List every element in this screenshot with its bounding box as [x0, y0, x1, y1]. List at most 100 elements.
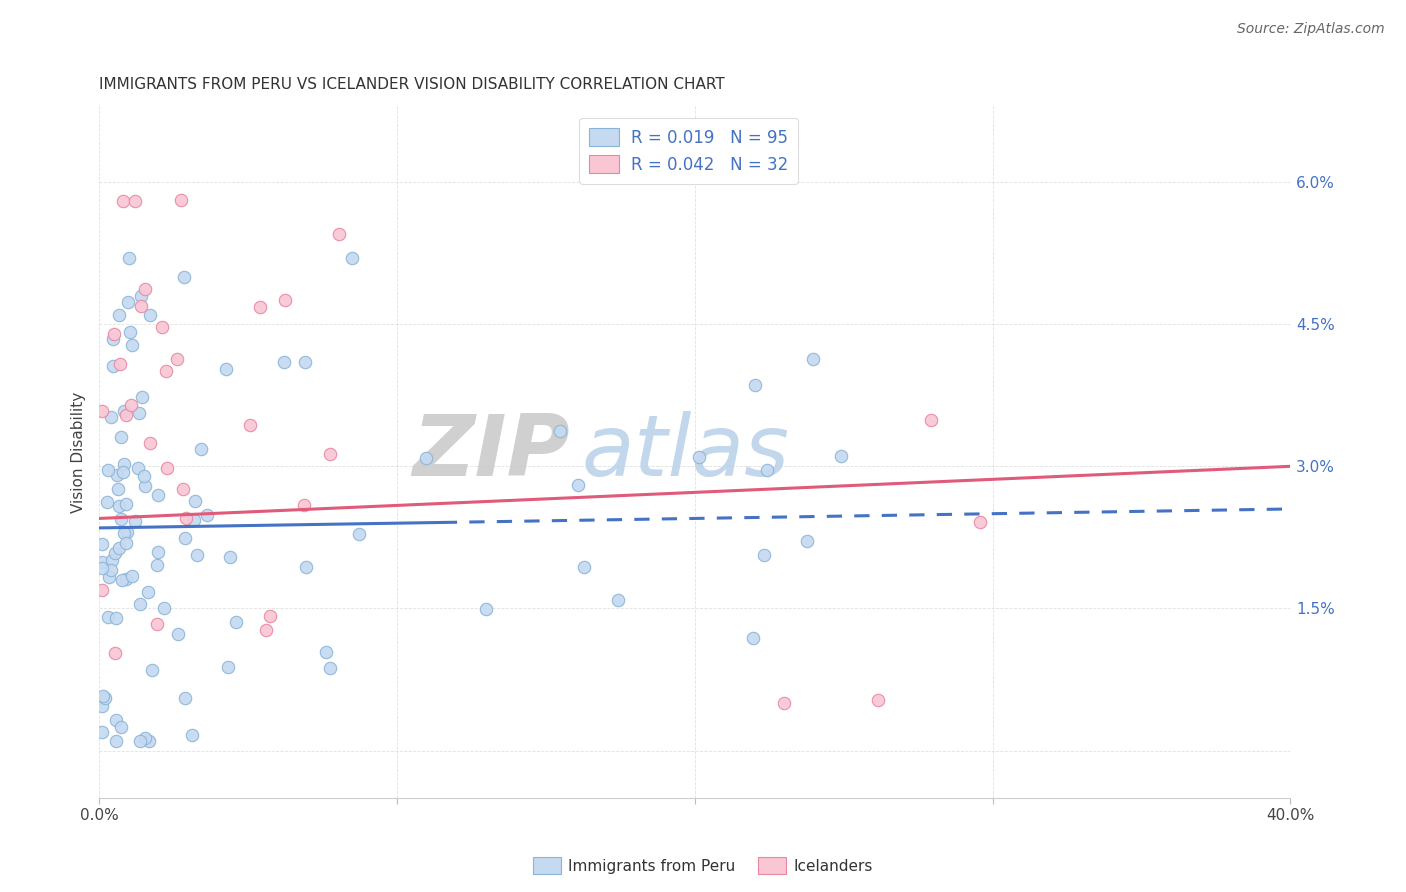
Point — [100, 553, 122, 567]
Point — [688, 450, 710, 464]
Point — [104, 734, 127, 748]
Point — [124, 514, 146, 528]
Point — [173, 270, 195, 285]
Point — [239, 418, 262, 433]
Point — [475, 602, 498, 616]
Point — [180, 728, 202, 742]
Point — [574, 559, 596, 574]
Point — [103, 326, 125, 341]
Point — [111, 465, 134, 479]
Point — [146, 545, 169, 559]
Point — [190, 442, 212, 456]
Point — [115, 536, 138, 550]
Point — [292, 498, 315, 512]
Point — [110, 357, 132, 371]
Point — [342, 251, 364, 265]
Point — [328, 227, 350, 241]
Point — [91, 561, 114, 575]
Point — [91, 403, 114, 417]
Point — [134, 282, 156, 296]
Point — [127, 461, 149, 475]
Point — [139, 308, 162, 322]
Point — [139, 436, 162, 450]
Point — [115, 408, 138, 422]
Point — [129, 734, 152, 748]
Point — [170, 193, 193, 207]
Point — [969, 515, 991, 529]
Point — [186, 548, 208, 562]
Point — [132, 468, 155, 483]
Point — [217, 660, 239, 674]
Point — [97, 570, 120, 584]
Point — [174, 690, 197, 705]
Point — [134, 479, 156, 493]
Point — [128, 406, 150, 420]
Point — [91, 555, 114, 569]
Point — [754, 548, 776, 562]
Point — [606, 592, 628, 607]
Point — [121, 569, 143, 583]
Point — [145, 558, 167, 572]
Point — [110, 511, 132, 525]
Point — [174, 531, 197, 545]
Point — [295, 559, 318, 574]
Point — [96, 495, 118, 509]
Point — [104, 611, 127, 625]
Point — [254, 623, 277, 637]
Point — [97, 610, 120, 624]
Point — [91, 537, 114, 551]
Point — [112, 525, 135, 540]
Point — [110, 430, 132, 444]
Point — [920, 413, 942, 427]
Point — [108, 499, 131, 513]
Point — [129, 288, 152, 302]
Point — [744, 378, 766, 392]
Point — [91, 689, 114, 703]
Point — [349, 527, 371, 541]
Point — [319, 447, 342, 461]
Point — [131, 299, 153, 313]
Point — [225, 615, 247, 630]
Point — [145, 617, 167, 632]
Point — [104, 646, 127, 660]
Point — [105, 714, 128, 728]
Point — [112, 403, 135, 417]
Point — [146, 488, 169, 502]
Point — [117, 294, 139, 309]
Point — [166, 351, 188, 366]
Text: Source: ZipAtlas.com: Source: ZipAtlas.com — [1237, 22, 1385, 37]
Point — [215, 362, 238, 376]
Point — [115, 572, 138, 586]
Point — [91, 725, 114, 739]
Point — [176, 510, 198, 524]
Point — [93, 690, 115, 705]
Point — [91, 699, 114, 714]
Text: atlas: atlas — [582, 410, 790, 493]
Legend: Immigrants from Peru, Icelanders: Immigrants from Peru, Icelanders — [527, 851, 879, 880]
Point — [796, 534, 818, 549]
Legend: R = 0.019   N = 95, R = 0.042   N = 32: R = 0.019 N = 95, R = 0.042 N = 32 — [579, 118, 799, 184]
Point — [129, 597, 152, 611]
Point — [97, 462, 120, 476]
Point — [153, 601, 176, 615]
Point — [319, 661, 342, 675]
Point — [801, 351, 824, 366]
Point — [274, 293, 297, 307]
Point — [134, 731, 156, 745]
Point — [415, 451, 437, 466]
Point — [830, 449, 852, 463]
Point — [315, 645, 337, 659]
Point — [111, 573, 134, 587]
Point — [112, 194, 135, 208]
Point — [100, 409, 122, 424]
Point — [121, 338, 143, 352]
Point — [112, 458, 135, 472]
Point — [183, 513, 205, 527]
Point — [868, 692, 890, 706]
Point — [131, 390, 153, 404]
Point — [91, 582, 114, 597]
Point — [101, 332, 124, 346]
Point — [115, 525, 138, 540]
Point — [259, 608, 281, 623]
Point — [155, 364, 177, 378]
